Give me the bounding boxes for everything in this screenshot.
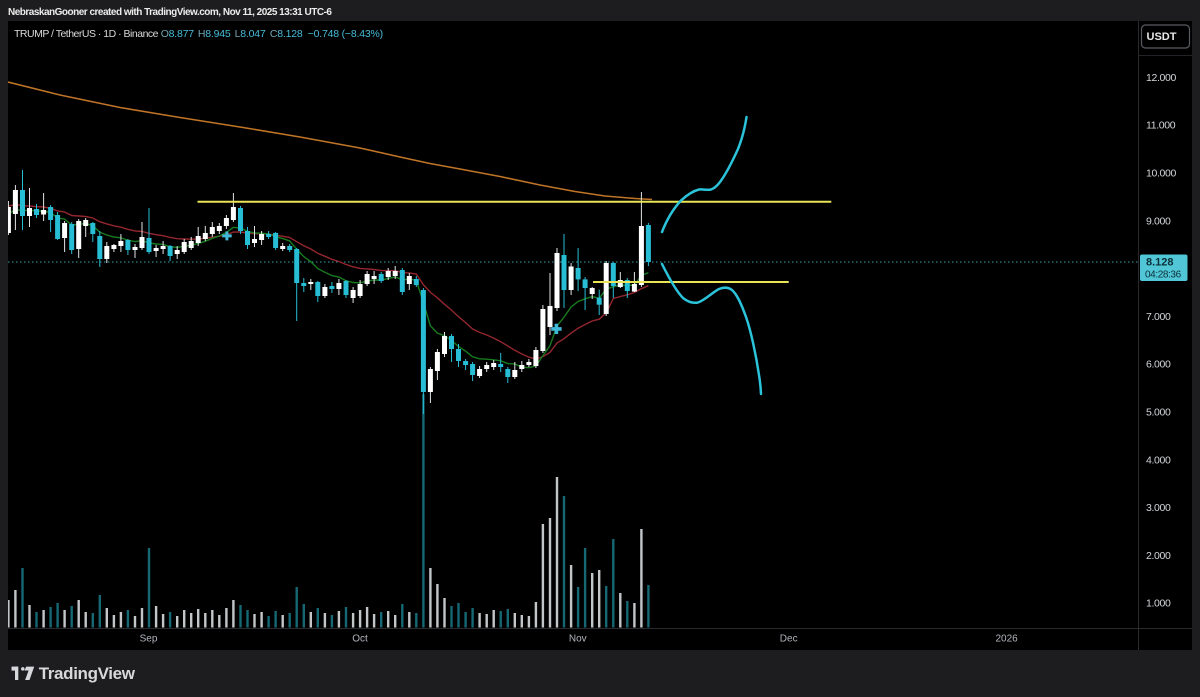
svg-text:04:28:36: 04:28:36 [1145, 270, 1182, 281]
svg-text:4.000: 4.000 [1146, 454, 1171, 466]
svg-text:2.000: 2.000 [1146, 550, 1171, 562]
svg-text:8.128: 8.128 [1146, 257, 1174, 269]
svg-text:7.000: 7.000 [1146, 311, 1171, 323]
svg-text:NebraskanGooner created with T: NebraskanGooner created with TradingView… [8, 7, 332, 18]
svg-text:Oct: Oct [352, 634, 368, 645]
svg-text:TradingView: TradingView [39, 664, 136, 683]
svg-text:11.000: 11.000 [1146, 120, 1176, 132]
svg-text:6.000: 6.000 [1146, 359, 1171, 371]
svg-text:10.000: 10.000 [1146, 168, 1177, 180]
svg-text:12.000: 12.000 [1146, 72, 1177, 84]
svg-text:9.000: 9.000 [1146, 215, 1171, 227]
svg-text:2026: 2026 [995, 634, 1018, 645]
svg-text:Dec: Dec [780, 634, 798, 645]
svg-text:TRUMP / TetherUS · 1D · Binanc: TRUMP / TetherUS · 1D · Binance [14, 28, 159, 40]
svg-text:3.000: 3.000 [1146, 502, 1171, 514]
svg-text:USDT: USDT [1147, 31, 1177, 43]
svg-text:Nov: Nov [569, 634, 587, 645]
svg-text:5.000: 5.000 [1146, 407, 1171, 419]
svg-text:Sep: Sep [140, 634, 158, 645]
svg-text:1.000: 1.000 [1146, 598, 1171, 610]
